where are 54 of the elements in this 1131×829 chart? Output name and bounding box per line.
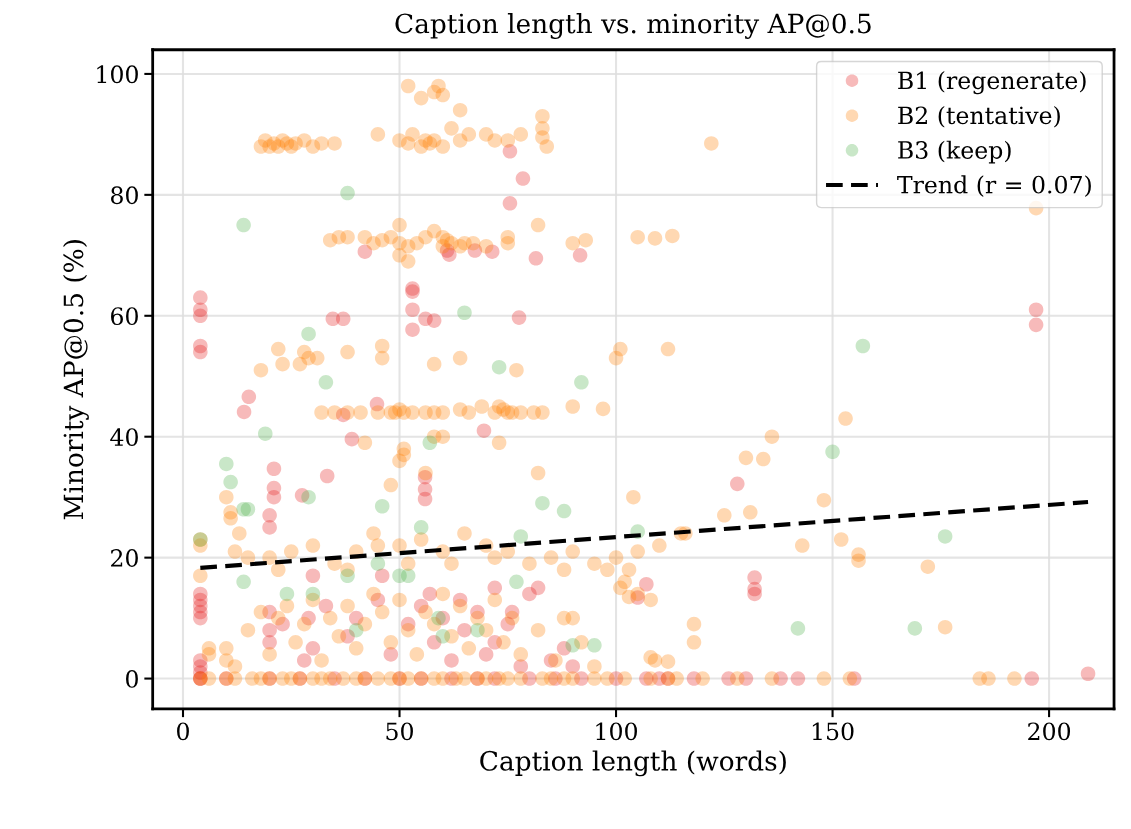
- point: [556, 503, 572, 519]
- point: [513, 529, 529, 544]
- point: [790, 621, 806, 636]
- point: [305, 586, 321, 602]
- point: [400, 568, 416, 584]
- point: [855, 338, 871, 354]
- point: [907, 621, 923, 636]
- point: [318, 375, 334, 390]
- x-tick-label: 150: [812, 722, 854, 741]
- point: [470, 622, 485, 638]
- y-axis-title: Minority AP@0.5 (%): [62, 240, 89, 520]
- point: [435, 628, 451, 644]
- point: [535, 495, 550, 511]
- point: [491, 359, 507, 375]
- x-tick-label: 100: [596, 722, 637, 741]
- x-tick-label: 200: [1028, 722, 1071, 741]
- point: [240, 501, 256, 517]
- chart-title: Caption length vs. minority AP@0.5: [395, 13, 871, 39]
- point: [370, 556, 386, 571]
- point: [574, 375, 589, 390]
- y-tick-label: 0: [126, 670, 138, 688]
- point: [422, 435, 438, 451]
- point: [825, 444, 840, 460]
- point: [219, 456, 234, 472]
- y-tick-label: 100: [97, 65, 138, 84]
- point: [937, 529, 953, 544]
- x-axis-title: Caption length (words): [480, 750, 786, 777]
- point: [279, 586, 295, 602]
- point: [431, 610, 446, 626]
- point: [348, 622, 364, 638]
- point: [374, 498, 390, 514]
- point: [223, 474, 238, 490]
- point: [587, 638, 602, 653]
- point: [301, 326, 316, 342]
- y-tick-label: 20: [111, 549, 138, 567]
- legend-label: Trend (r = 0.07): [897, 175, 1091, 197]
- point: [413, 520, 429, 535]
- y-tick-label: 60: [111, 307, 138, 326]
- x-tick-label: 50: [386, 722, 413, 741]
- point: [236, 574, 251, 590]
- y-tick-label: 80: [111, 186, 138, 205]
- legend-label: B1 (regenerate): [898, 70, 1086, 95]
- point: [257, 426, 273, 441]
- point: [301, 489, 316, 505]
- legend-label: B3 (keep): [898, 140, 1011, 164]
- point: [509, 574, 524, 590]
- point: [340, 568, 355, 584]
- point: [340, 185, 355, 201]
- point: [236, 217, 251, 233]
- point: [565, 638, 581, 653]
- point: [457, 305, 472, 321]
- x-tick-label: 0: [177, 722, 189, 741]
- y-tick-label: 40: [110, 428, 138, 447]
- legend-label: B2 (tentative): [898, 105, 1060, 128]
